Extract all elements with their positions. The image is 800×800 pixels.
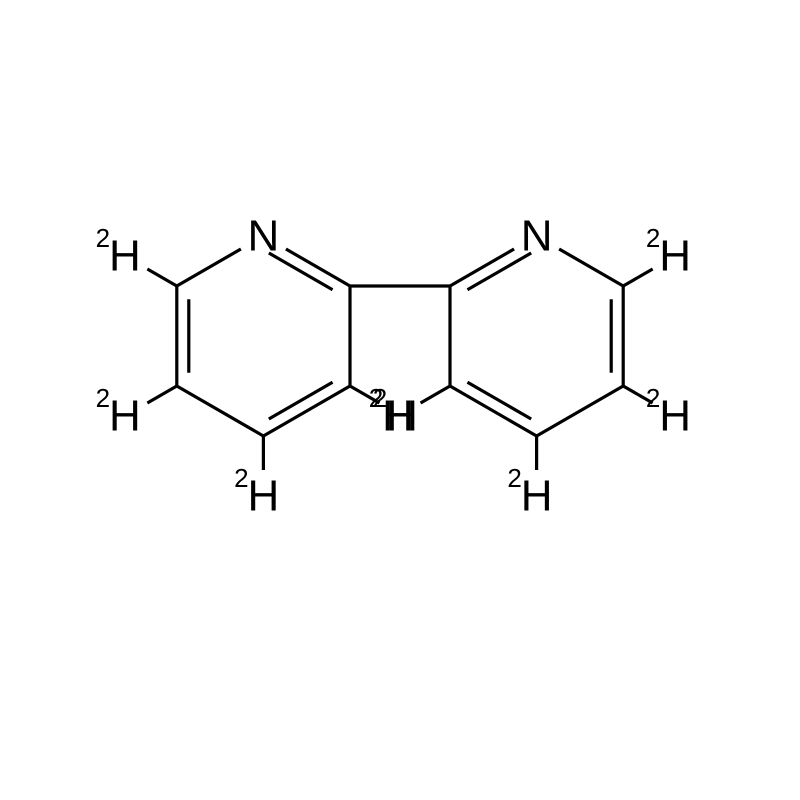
right-deuterium-4: H <box>382 392 414 441</box>
bond <box>147 386 176 403</box>
bond <box>450 386 537 436</box>
bond <box>147 269 176 286</box>
right-deuterium-4-iso: 2 <box>369 383 383 413</box>
bond <box>177 386 264 436</box>
right-deuterium-3-iso: 2 <box>507 463 521 493</box>
left-deuterium-4: H <box>109 392 141 441</box>
right-deuterium-2-iso: 2 <box>646 383 660 413</box>
left-deuterium-5-iso: 2 <box>96 223 110 253</box>
bond <box>421 386 450 403</box>
right-deuterium-2: H <box>659 392 691 441</box>
right-deuterium-3: H <box>521 472 553 521</box>
right-deuterium-1: H <box>659 232 691 281</box>
right-deuterium-1-iso: 2 <box>646 223 660 253</box>
bond <box>537 386 624 436</box>
left-nitrogen: N <box>248 212 280 261</box>
bond <box>623 269 652 286</box>
bond <box>177 249 241 286</box>
left-deuterium-5: H <box>109 232 141 281</box>
bond <box>263 386 350 436</box>
left-deuterium-3-iso: 2 <box>234 463 248 493</box>
left-deuterium-4-iso: 2 <box>96 383 110 413</box>
bond <box>559 249 623 286</box>
right-nitrogen: N <box>521 212 553 261</box>
left-deuterium-3: H <box>248 472 280 521</box>
molecule-diagram: NH2H2H2H2NH2H2H2H2 <box>0 0 800 800</box>
